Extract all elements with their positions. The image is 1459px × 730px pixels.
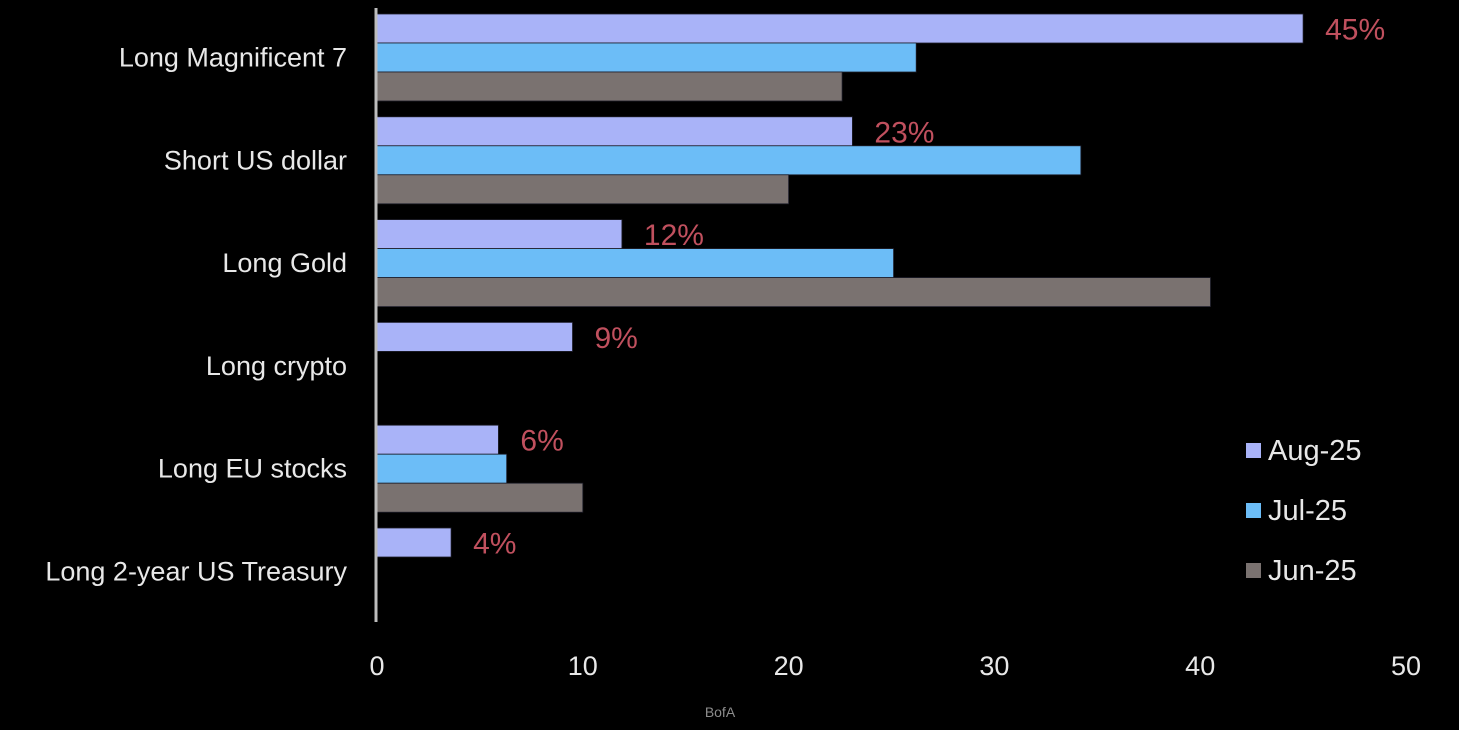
data-labels-group: 45% 23% 12% 9% 6% 4% [473,14,1385,561]
category-label-short-us-dollar: Short US dollar [164,145,347,175]
bar-aug-25-short-us-dollar [376,116,853,147]
bar-jul-25-long-gold [376,248,894,279]
x-tick-50: 50 [1391,651,1421,681]
bar-chart: 45% 23% 12% 9% 6% 4% Long Magnificent 7 Short … [45,8,1421,681]
legend-swatch-aug-25 [1246,443,1261,458]
bar-aug-25-long-2-year-us-treasury [376,527,452,558]
category-label-long-crypto: Long crypto [206,351,347,381]
bar-aug-25-long-eu-stocks [376,424,499,455]
x-tick-10: 10 [568,651,598,681]
category-label-long-eu-stocks: Long EU stocks [158,454,347,484]
x-tick-0: 0 [369,651,384,681]
bar-jun-25-short-us-dollar [376,174,790,205]
source-label: BofA [704,704,736,720]
bar-jul-25-long-magnificent-7 [376,42,917,73]
legend-label-aug-25: Aug-25 [1268,435,1362,467]
bar-jun-25-long-magnificent-7 [376,71,843,102]
bar-jun-25-long-eu-stocks [376,482,584,513]
x-tick-30: 30 [979,651,1009,681]
data-label-long-eu-stocks: 6% [520,425,563,458]
data-label-long-gold: 12% [644,219,704,252]
data-label-long-crypto: 9% [595,322,638,355]
category-label-long-gold: Long Gold [222,248,347,278]
legend-label-jul-25: Jul-25 [1268,495,1347,527]
legend: Aug-25 Jul-25 Jun-25 [1246,435,1362,587]
legend-swatch-jul-25 [1246,503,1261,518]
bar-aug-25-long-gold [376,219,623,250]
legend-label-jun-25: Jun-25 [1268,555,1357,587]
x-axis-ticks-group: 0 10 20 30 40 50 [369,651,1421,681]
bar-jul-25-short-us-dollar [376,145,1082,176]
category-label-long-magnificent-7: Long Magnificent 7 [119,43,347,73]
x-tick-40: 40 [1185,651,1215,681]
x-tick-20: 20 [774,651,804,681]
data-label-long-magnificent-7: 45% [1325,14,1385,47]
data-label-short-us-dollar: 23% [874,116,934,149]
data-label-long-2-year-us-treasury: 4% [473,528,516,561]
bar-aug-25-long-magnificent-7 [376,13,1304,44]
bars-group [376,13,1304,558]
category-label-long-2-year-us-treasury: Long 2-year US Treasury [45,557,347,587]
bar-aug-25-long-crypto [376,321,573,352]
bar-jun-25-long-gold [376,277,1211,308]
bar-jul-25-long-eu-stocks [376,453,508,484]
category-labels-group: Long Magnificent 7 Short US dollar Long Go… [45,43,347,587]
legend-swatch-jun-25 [1246,563,1261,578]
